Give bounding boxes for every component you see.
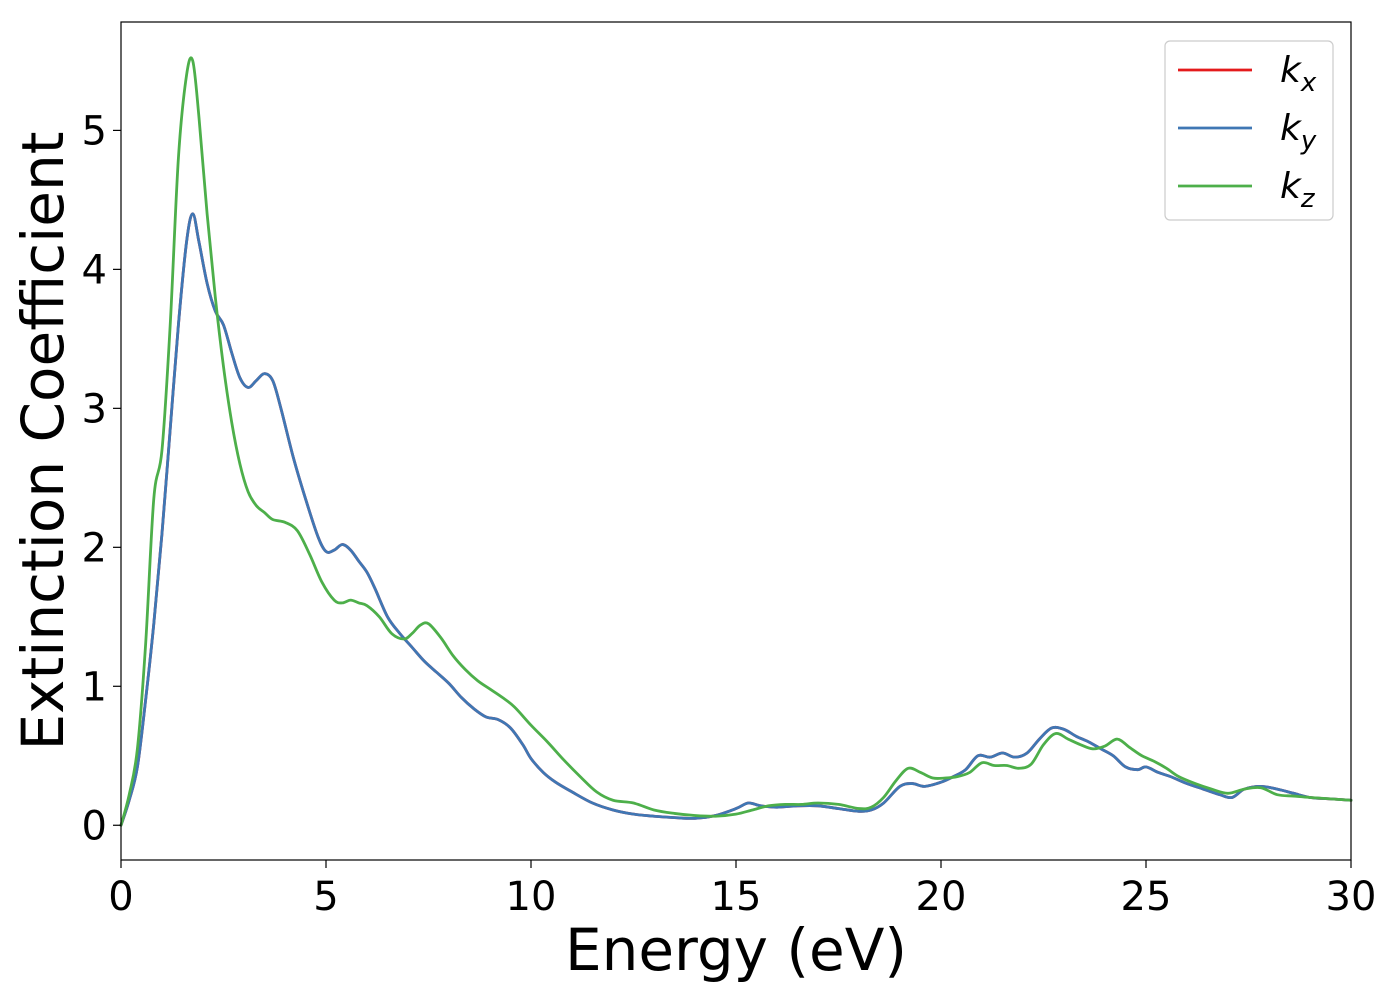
y-tick-label: 5 [82, 108, 107, 154]
series-line-z [119, 56, 1353, 827]
x-tick-label: 15 [711, 874, 762, 920]
y-tick-label: 2 [82, 525, 107, 571]
y-tick-label: 4 [82, 247, 107, 293]
series-layer [119, 56, 1353, 827]
series-line-y [119, 212, 1353, 827]
legend-label-x: kx [1280, 50, 1317, 98]
x-tick-label: 20 [916, 874, 967, 920]
legend-label-y: ky [1280, 108, 1317, 156]
x-axis-title: Energy (eV) [565, 916, 907, 984]
plot-frame [120, 21, 1352, 861]
y-tick-label: 3 [82, 386, 107, 432]
legend: kx ky kz [1164, 40, 1334, 221]
y-tick-label: 1 [82, 664, 107, 710]
plot-area [121, 22, 1351, 860]
x-tick-label: 5 [313, 874, 338, 920]
legend-box [1164, 40, 1334, 221]
x-tick-label: 0 [108, 874, 133, 920]
y-axis-title: Extinction Coefficient [9, 132, 77, 751]
y-tick-label: 0 [82, 803, 107, 849]
legend-label-z: kz [1280, 166, 1316, 214]
x-tick-label: 30 [1326, 874, 1377, 920]
ticks-layer: 0 5 10 15 20 25 30 0 1 2 3 4 5 [82, 108, 1377, 920]
x-tick-label: 25 [1121, 874, 1172, 920]
x-tick-label: 10 [506, 874, 557, 920]
